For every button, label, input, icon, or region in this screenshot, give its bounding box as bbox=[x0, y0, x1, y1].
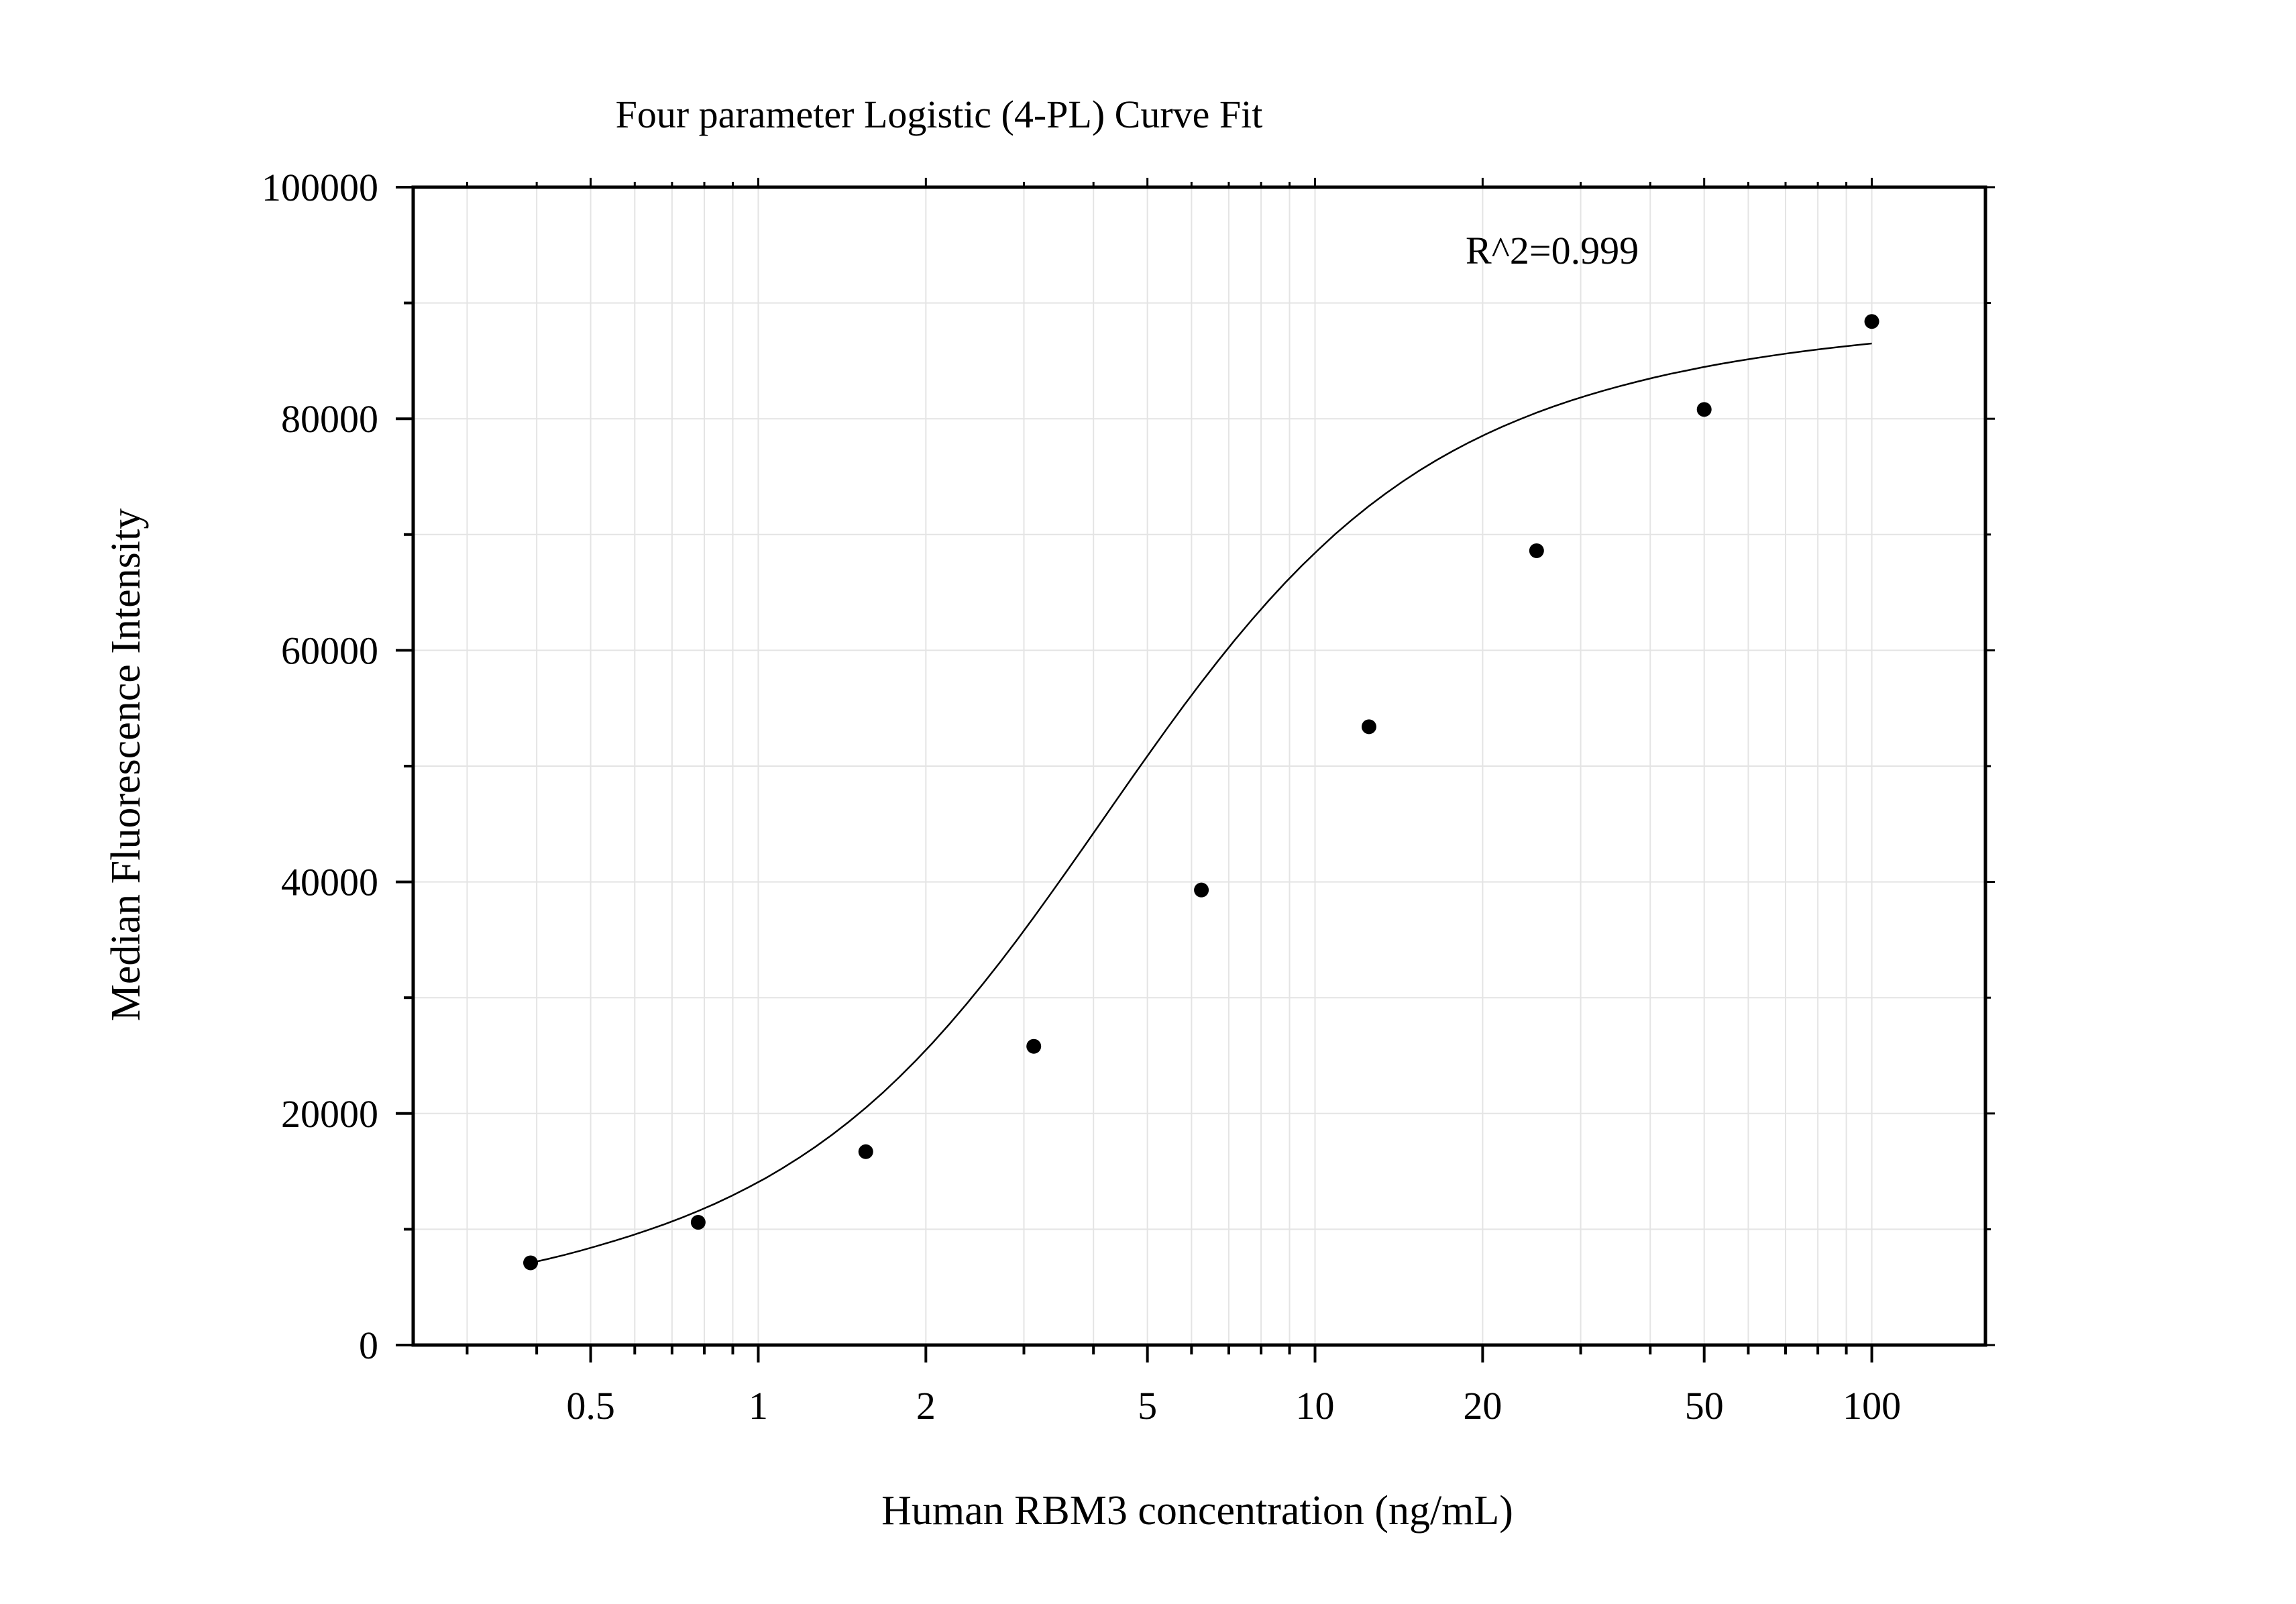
chart-title: Four parameter Logistic (4-PL) Curve Fit bbox=[616, 93, 1263, 136]
x-tick-label: 5 bbox=[1138, 1384, 1157, 1428]
x-tick-label: 10 bbox=[1296, 1384, 1335, 1428]
y-axis-title: Median Fluorescence Intensity bbox=[103, 509, 149, 1021]
data-point bbox=[523, 1255, 539, 1271]
data-point bbox=[1194, 882, 1209, 898]
x-tick-label: 100 bbox=[1843, 1384, 1901, 1428]
data-points bbox=[523, 314, 1879, 1271]
fit-curve-line bbox=[530, 342, 1872, 1264]
data-point bbox=[1361, 719, 1376, 735]
y-tick-label: 60000 bbox=[281, 629, 378, 672]
data-point bbox=[1529, 543, 1544, 558]
y-tick-label: 100000 bbox=[262, 166, 378, 209]
y-tick-labels: 0 20000 40000 60000 80000 100000 bbox=[262, 166, 378, 1367]
y-tick-label: 40000 bbox=[281, 861, 378, 904]
data-point bbox=[1696, 402, 1712, 417]
y-tick-label: 80000 bbox=[281, 397, 378, 441]
x-tick-label: 2 bbox=[916, 1384, 936, 1428]
x-tick-label: 1 bbox=[749, 1384, 768, 1428]
x-tick-label: 0.5 bbox=[566, 1384, 615, 1428]
x-tick-label: 50 bbox=[1685, 1384, 1724, 1428]
r-squared-annotation: R^2=0.999 bbox=[1466, 229, 1639, 272]
data-point bbox=[690, 1215, 706, 1230]
y-tick-label: 0 bbox=[359, 1324, 378, 1367]
x-tick-label: 20 bbox=[1463, 1384, 1502, 1428]
axis-ticks bbox=[396, 178, 1995, 1362]
data-point bbox=[1026, 1038, 1042, 1054]
data-point bbox=[1864, 314, 1879, 329]
x-axis-title: Human RBM3 concentration (ng/mL) bbox=[881, 1488, 1513, 1534]
x-tick-labels: 0.5 1 2 5 10 20 50 100 bbox=[566, 1384, 1901, 1428]
y-tick-label: 20000 bbox=[281, 1092, 378, 1136]
data-point bbox=[858, 1144, 873, 1159]
grid bbox=[413, 187, 1985, 1345]
